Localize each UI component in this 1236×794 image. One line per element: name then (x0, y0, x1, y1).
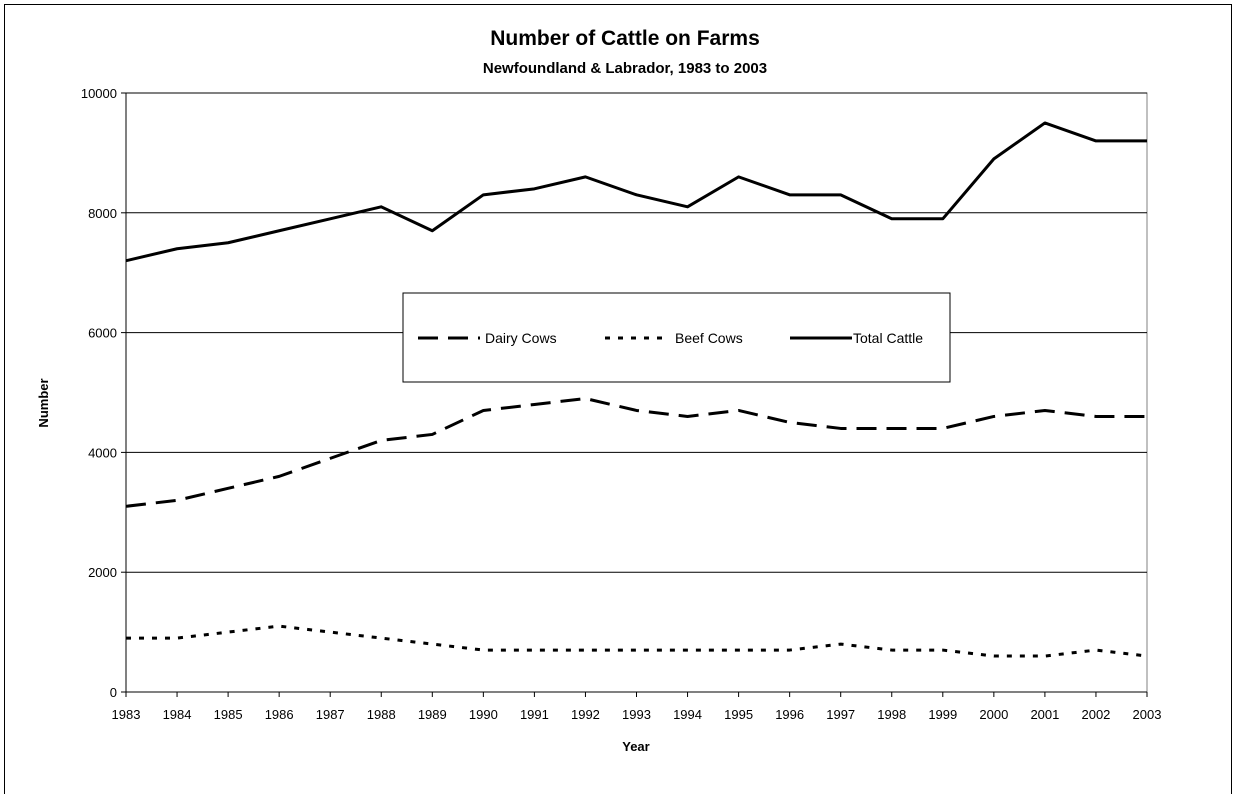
x-tick-label: 1992 (571, 707, 600, 722)
x-tick-label: 1997 (826, 707, 855, 722)
x-tick-label: 2003 (1133, 707, 1162, 722)
x-tick-label: 2002 (1081, 707, 1110, 722)
series-lines (126, 123, 1147, 656)
x-tick-label: 1985 (214, 707, 243, 722)
plot-area (126, 93, 1147, 692)
x-tick-label: 2000 (979, 707, 1008, 722)
y-tick-label: 0 (110, 685, 117, 700)
y-tick-label: 8000 (88, 206, 117, 221)
chart-title: Number of Cattle on Farms (490, 27, 760, 50)
legend-label-beef-cows: Beef Cows (675, 330, 743, 346)
y-tick-label: 6000 (88, 326, 117, 341)
x-tick-label: 1991 (520, 707, 549, 722)
x-tick-label: 1989 (418, 707, 447, 722)
axes: 0 2000 4000 6000 8000 10000 1983 1984 1985 1986 19… (81, 86, 1162, 722)
x-tick-label: 1996 (775, 707, 804, 722)
x-tick-label: 1984 (163, 707, 192, 722)
x-tick-label: 1993 (622, 707, 651, 722)
legend-label-dairy-cows: Dairy Cows (485, 330, 557, 346)
legend-label-total-cattle: Total Cattle (853, 330, 923, 346)
x-tick-label: 1994 (673, 707, 702, 722)
series-line-beef-cows (126, 626, 1147, 656)
gridlines (126, 93, 1147, 692)
y-tick-label: 10000 (81, 86, 117, 101)
x-tick-label: 1990 (469, 707, 498, 722)
x-tick-label: 1987 (316, 707, 345, 722)
x-tick-label: 1995 (724, 707, 753, 722)
x-axis-label: Year (622, 739, 649, 754)
y-axis-label: Number (36, 378, 51, 427)
legend: Dairy Cows Beef Cows Total Cattle (403, 293, 950, 382)
series-line-total-cattle (126, 123, 1147, 261)
x-tick-label: 2001 (1030, 707, 1059, 722)
x-tick-label: 1999 (928, 707, 957, 722)
x-tick-label: 1988 (367, 707, 396, 722)
chart-subtitle: Newfoundland & Labrador, 1983 to 2003 (483, 60, 767, 77)
x-tick-label: 1983 (112, 707, 141, 722)
x-tick-label: 1986 (265, 707, 294, 722)
y-tick-label: 4000 (88, 445, 117, 460)
y-tick-label: 2000 (88, 565, 117, 580)
x-tick-label: 1998 (877, 707, 906, 722)
